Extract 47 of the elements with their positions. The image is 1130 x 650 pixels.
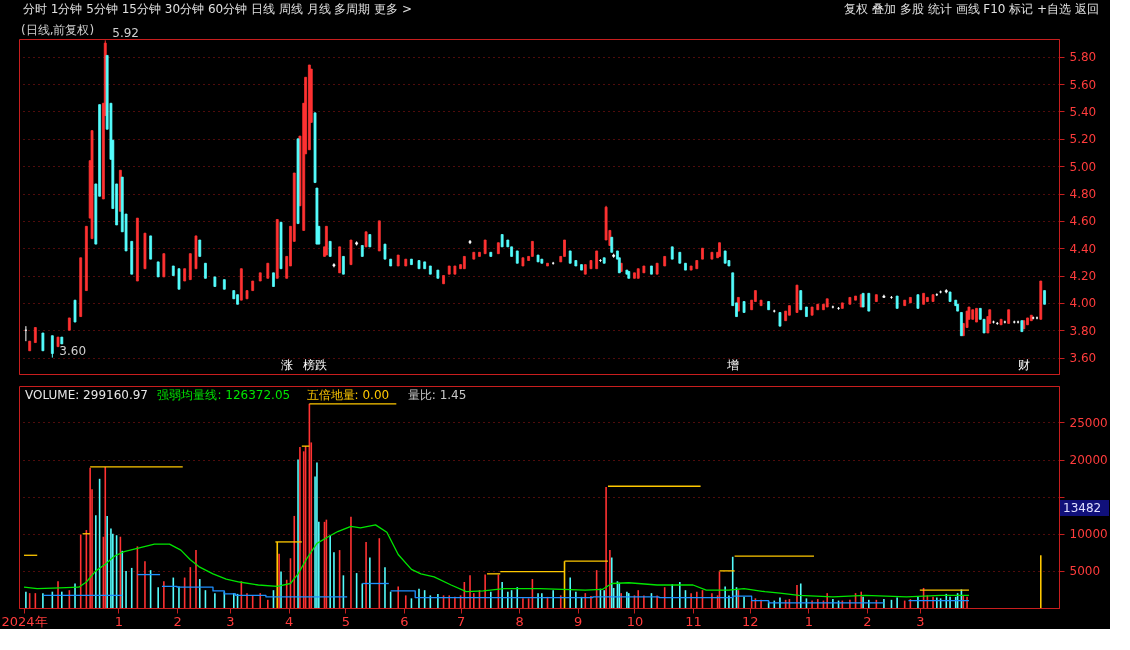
y-tick-label: 10000 (1069, 527, 1108, 542)
x-tick-label: 3 (916, 613, 925, 629)
x-tick-label: 3 (226, 613, 235, 629)
annotation: 3.60 (59, 343, 87, 358)
annotation: 跌 (314, 358, 327, 372)
y-tick-label: 5.40 (1069, 104, 1097, 119)
x-tick-label: 11 (685, 613, 702, 629)
text: 分时 1分钟 5分钟 15分钟 30分钟 60分钟 日线 周线 月线 多周期 更多 > (23, 2, 413, 16)
x-tick-label: 8 (515, 613, 524, 629)
annotation: 量比: 1.45 (407, 388, 467, 402)
y-tick-label: 4.80 (1069, 187, 1097, 202)
annotation: 榜 (303, 358, 316, 372)
y-tick-label: 20000 (1069, 453, 1108, 468)
x-tick-label: 1 (804, 613, 813, 629)
text: 复权 叠加 多股 统计 画线 F10 标记 +自选 返回 (844, 2, 1099, 16)
annotation: 增 (726, 358, 740, 372)
x-tick-label: 5 (341, 613, 350, 629)
x-tick-label: 12 (741, 613, 759, 629)
annotation: 5.92 (112, 26, 139, 41)
annotation: VOLUME: 299160.97 (25, 388, 148, 402)
text: 五倍地量: 0.00 (306, 388, 390, 402)
x-tick-label: 2 (863, 613, 872, 629)
y-tick-label: 5.20 (1069, 132, 1097, 147)
y-tick-label: 25000 (1069, 415, 1108, 430)
x-tick-label: 10 (626, 613, 644, 629)
x-tick-label: 6 (400, 613, 409, 629)
annotation: 财 (1017, 358, 1030, 372)
y-tick-label: 4.60 (1069, 214, 1097, 229)
y-tick-label: 4.20 (1069, 269, 1097, 284)
text: 强弱均量线: 126372.05 (157, 388, 291, 402)
y-tick-label: 3.80 (1069, 323, 1097, 338)
x-tick-label: 4 (284, 613, 294, 629)
y-tick-label: 5.80 (1069, 50, 1097, 65)
text: 13482 (1063, 501, 1102, 516)
x-tick-label: 7 (456, 613, 466, 629)
x-tick-label: 2024年 (1, 613, 48, 629)
annotation: 涨 (281, 358, 294, 372)
x-tick-label: 1 (114, 613, 124, 629)
chart-title: (日线,前复权) (21, 23, 95, 37)
x-tick-label: 9 (574, 613, 583, 629)
y-tick-label: 5000 (1069, 564, 1101, 579)
y-tick-label: 4.00 (1069, 296, 1097, 311)
y-tick-label: 5.00 (1069, 159, 1097, 174)
y-tick-label: 3.60 (1069, 351, 1097, 366)
x-tick-label: 2 (173, 613, 182, 629)
y-tick-label: 4.40 (1069, 241, 1097, 256)
y-tick-label: 5.60 (1069, 77, 1097, 92)
